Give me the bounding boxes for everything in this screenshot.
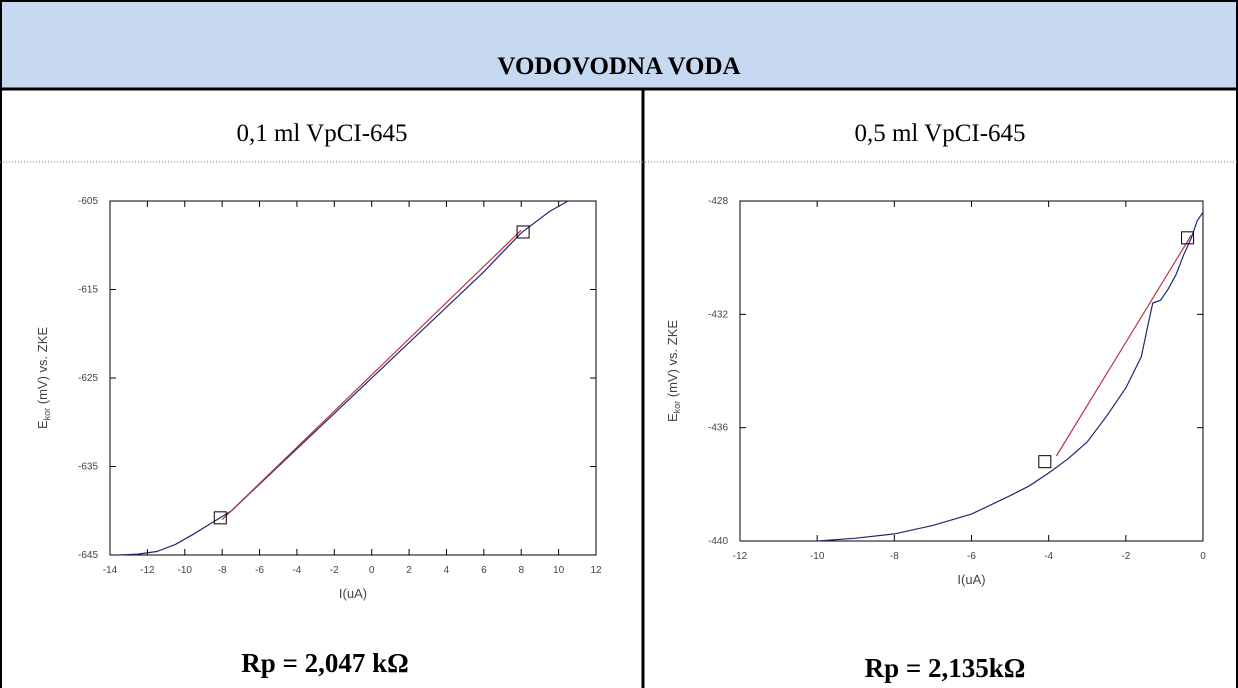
series-line [1055, 234, 1192, 457]
y-tick-label: -615 [78, 285, 98, 296]
y-label-rest: (mV) vs. ZKE [35, 327, 50, 408]
x-tick-label: -2 [1121, 551, 1130, 562]
x-tick-label: 4 [444, 565, 450, 576]
x-tick-label: -8 [218, 565, 227, 576]
series-line [221, 229, 522, 521]
x-tick-label: -4 [292, 565, 301, 576]
x-tick-label: -12 [733, 551, 748, 562]
x-tick-label: 12 [590, 565, 602, 576]
marker [1181, 231, 1195, 245]
y-tick-label: -635 [78, 462, 98, 473]
result: Rp = 2,135kΩ [865, 653, 1026, 683]
x-tick-label: 6 [481, 565, 487, 576]
y-tick-label: -440 [708, 536, 728, 547]
x-tick-label: 2 [406, 565, 412, 576]
plot-frame [739, 200, 1204, 542]
y-axis-label: Ekor (mV) vs. ZKE [35, 327, 52, 429]
y-tick-label: -645 [78, 550, 98, 561]
x-tick-label: -4 [1044, 551, 1053, 562]
y-tick-label: -432 [708, 309, 728, 320]
y-label-subscript: kor [42, 408, 52, 421]
marker [1038, 455, 1052, 469]
column-label: 0,5 ml VpCI-645 [854, 120, 1025, 147]
series-line [117, 200, 569, 556]
marker [516, 225, 530, 239]
y-label-symbol: E [665, 413, 680, 422]
y-label-symbol: E [35, 420, 50, 429]
x-axis-label: I(uA) [957, 572, 985, 587]
series-line [817, 211, 1204, 542]
x-tick-label: -14 [103, 565, 118, 576]
y-tick-label: -605 [78, 196, 98, 207]
x-tick-label: 8 [518, 565, 524, 576]
table-title: VODOVODNA VODA [497, 53, 740, 80]
y-tick-label: -428 [708, 196, 728, 207]
plot-frame [109, 200, 597, 556]
marker [213, 511, 227, 525]
x-tick-label: -10 [810, 551, 825, 562]
x-tick-label: -8 [890, 551, 899, 562]
column-label: 0,1 ml VpCI-645 [236, 120, 407, 147]
x-tick-label: -10 [178, 565, 193, 576]
x-tick-label: -12 [140, 565, 155, 576]
x-tick-label: -2 [330, 565, 339, 576]
x-tick-label: -6 [967, 551, 976, 562]
x-tick-label: 0 [1200, 551, 1206, 562]
y-label-rest: (mV) vs. ZKE [665, 320, 680, 401]
x-tick-label: 0 [369, 565, 375, 576]
x-axis-label: I(uA) [339, 586, 367, 601]
y-axis-label: Ekor (mV) vs. ZKE [665, 320, 682, 422]
y-label-subscript: kor [672, 401, 682, 414]
y-tick-label: -436 [708, 423, 728, 434]
x-tick-label: -6 [255, 565, 264, 576]
y-tick-label: -625 [78, 373, 98, 384]
result: Rp = 2,047 kΩ [241, 648, 409, 678]
x-tick-label: 10 [553, 565, 565, 576]
header-bg [0, 0, 1238, 88]
